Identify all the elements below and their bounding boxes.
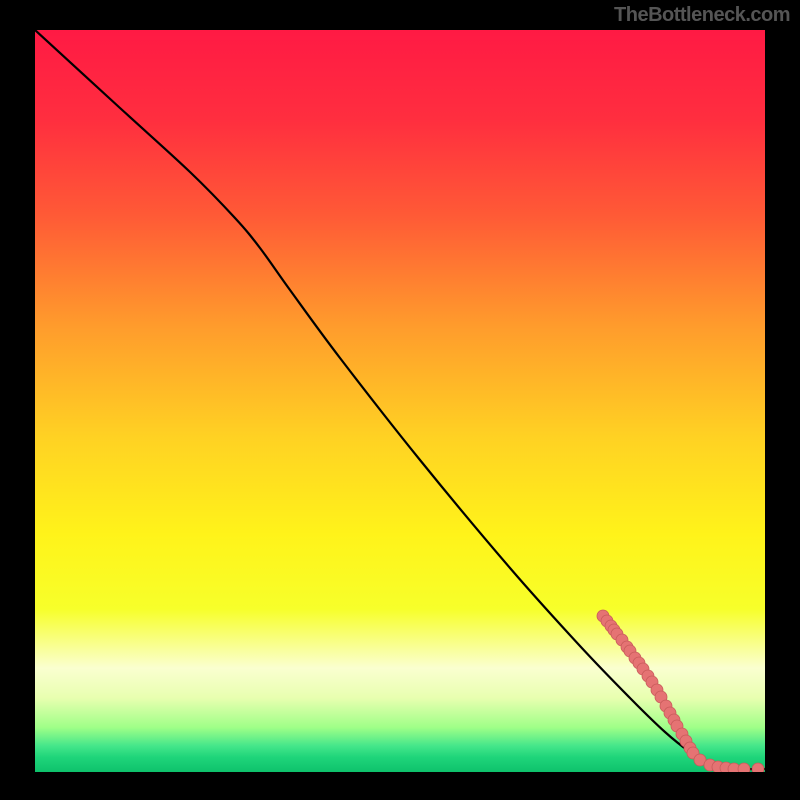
data-marker [786, 763, 798, 775]
chart-svg [0, 0, 800, 800]
data-marker [752, 763, 764, 775]
data-marker [766, 763, 778, 775]
chart-container: TheBottleneck.com [0, 0, 800, 800]
plot-background [35, 30, 765, 772]
watermark-text: TheBottleneck.com [614, 4, 790, 27]
data-marker [738, 763, 750, 775]
